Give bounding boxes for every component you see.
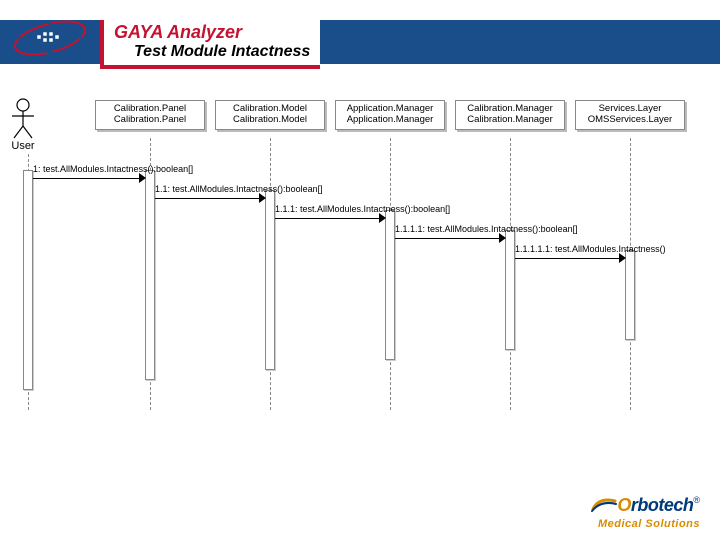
- brand-subtitle: Medical Solutions: [591, 518, 700, 530]
- header-logo-icon: [10, 18, 90, 58]
- lifeline-head: Calibration.Model Calibration.Model: [215, 100, 325, 130]
- title-main: GAYA Analyzer: [114, 22, 310, 43]
- lifeline-box: Application.Manager Application.Manager: [335, 100, 445, 130]
- arrow-right-icon: [499, 233, 506, 243]
- lifeline-instance: Calibration.Manager: [458, 115, 562, 126]
- message-label: 1.1.1.1: test.AllModules.Intactness():bo…: [395, 224, 578, 234]
- lifeline-head: Calibration.Panel Calibration.Panel: [95, 100, 205, 130]
- actor-user: User: [10, 98, 36, 152]
- title-sub: Test Module Intactness: [134, 43, 310, 61]
- lifeline-instance: Calibration.Model: [218, 115, 322, 126]
- arrow-right-icon: [139, 173, 146, 183]
- message-line: [155, 198, 259, 199]
- message-line: [275, 218, 379, 219]
- message-label: 1: test.AllModules.Intactness():boolean[…: [33, 164, 193, 174]
- activation-bar: [265, 190, 275, 370]
- lifeline-box: Services.Layer OMSServices.Layer: [575, 100, 685, 130]
- sequence-diagram: User Calibration.Panel Calibration.Panel…: [0, 90, 720, 470]
- lifeline-head: Calibration.Manager Calibration.Manager: [455, 100, 565, 130]
- brand-first-letter: O: [617, 495, 631, 515]
- message: 1.1.1.1: test.AllModules.Intactness():bo…: [395, 228, 505, 242]
- lifeline-head: Services.Layer OMSServices.Layer: [575, 100, 685, 130]
- arrow-right-icon: [259, 193, 266, 203]
- registered-icon: ®: [693, 495, 700, 505]
- activation-bar: [505, 230, 515, 350]
- footer-logo: Orbotech® Medical Solutions: [591, 495, 700, 530]
- message-label: 1.1: test.AllModules.Intactness():boolea…: [155, 184, 323, 194]
- arrow-right-icon: [619, 253, 626, 263]
- message: 1.1.1.1.1: test.AllModules.Intactness(): [515, 248, 625, 262]
- message: 1.1: test.AllModules.Intactness():boolea…: [155, 188, 265, 202]
- brand-rest: rbotech: [631, 495, 694, 515]
- message-label: 1.1.1.1.1: test.AllModules.Intactness(): [515, 244, 666, 254]
- header: GAYA Analyzer Test Module Intactness: [0, 0, 720, 75]
- actor-label: User: [10, 140, 36, 152]
- title-box: GAYA Analyzer Test Module Intactness: [100, 20, 320, 69]
- lifeline-box: Calibration.Model Calibration.Model: [215, 100, 325, 130]
- activation-bar: [23, 170, 33, 390]
- message-line: [515, 258, 619, 259]
- swoosh-icon: [591, 495, 617, 518]
- message-label: 1.1.1: test.AllModules.Intactness():bool…: [275, 204, 450, 214]
- lifeline-instance: OMSServices.Layer: [578, 115, 682, 126]
- lifeline-instance: Application.Manager: [338, 115, 442, 126]
- lifeline-instance: Calibration.Panel: [98, 115, 202, 126]
- activation-bar: [625, 250, 635, 340]
- lifeline-head: Application.Manager Application.Manager: [335, 100, 445, 130]
- activation-bar: [145, 170, 155, 380]
- activation-bar: [385, 210, 395, 360]
- message: 1.1.1: test.AllModules.Intactness():bool…: [275, 208, 385, 222]
- lifeline-box: Calibration.Panel Calibration.Panel: [95, 100, 205, 130]
- lifeline-box: Calibration.Manager Calibration.Manager: [455, 100, 565, 130]
- message-line: [395, 238, 499, 239]
- brand-line: Orbotech®: [591, 495, 700, 518]
- arrow-right-icon: [379, 213, 386, 223]
- message-line: [33, 178, 139, 179]
- message: 1: test.AllModules.Intactness():boolean[…: [33, 168, 145, 182]
